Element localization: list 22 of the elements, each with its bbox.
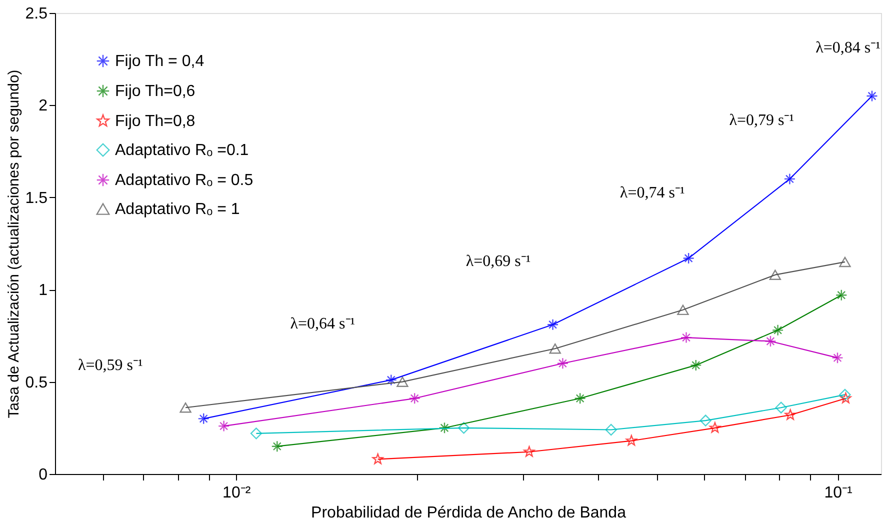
- annotation: λ=0,64 s⁻¹: [290, 315, 356, 332]
- y-tick-label: 1: [38, 282, 48, 300]
- legend-label: Fijo Th=0,6: [115, 83, 196, 100]
- y-tick-label: 2: [38, 98, 48, 115]
- y-axis-title: Tasa de Actualización (actualizaciones por segundo): [5, 70, 22, 418]
- y-tick-label: 2.5: [25, 6, 48, 22]
- legend-label: Fijo Th=0,8: [115, 113, 196, 130]
- y-tick-label: 0.5: [25, 374, 48, 392]
- annotation: λ=0,74 s⁻¹: [620, 184, 685, 202]
- annotation: λ=0,59 s⁻¹: [78, 357, 143, 374]
- legend-label: Adaptativo Rₒ = 0.5: [115, 172, 254, 189]
- y-tick-label: 0: [38, 466, 48, 484]
- y-tick-label: 1.5: [25, 190, 48, 207]
- legend-label: Adaptativo Rₒ = 1: [115, 201, 240, 218]
- x-axis-title: Probabilidad de Pérdida de Ancho de Banda: [311, 504, 626, 522]
- x-tick-label: 10⁻²: [222, 484, 252, 502]
- annotation: λ=0,84 s⁻¹: [816, 39, 881, 56]
- annotation: λ=0,79 s⁻¹: [729, 112, 794, 130]
- legend-label: Fijo Th = 0,4: [115, 53, 204, 70]
- annotation: λ=0,69 s⁻¹: [466, 253, 531, 270]
- legend-label: Adaptativo Rₒ =0.1: [115, 142, 249, 159]
- x-tick-label: 10⁻¹: [824, 484, 852, 502]
